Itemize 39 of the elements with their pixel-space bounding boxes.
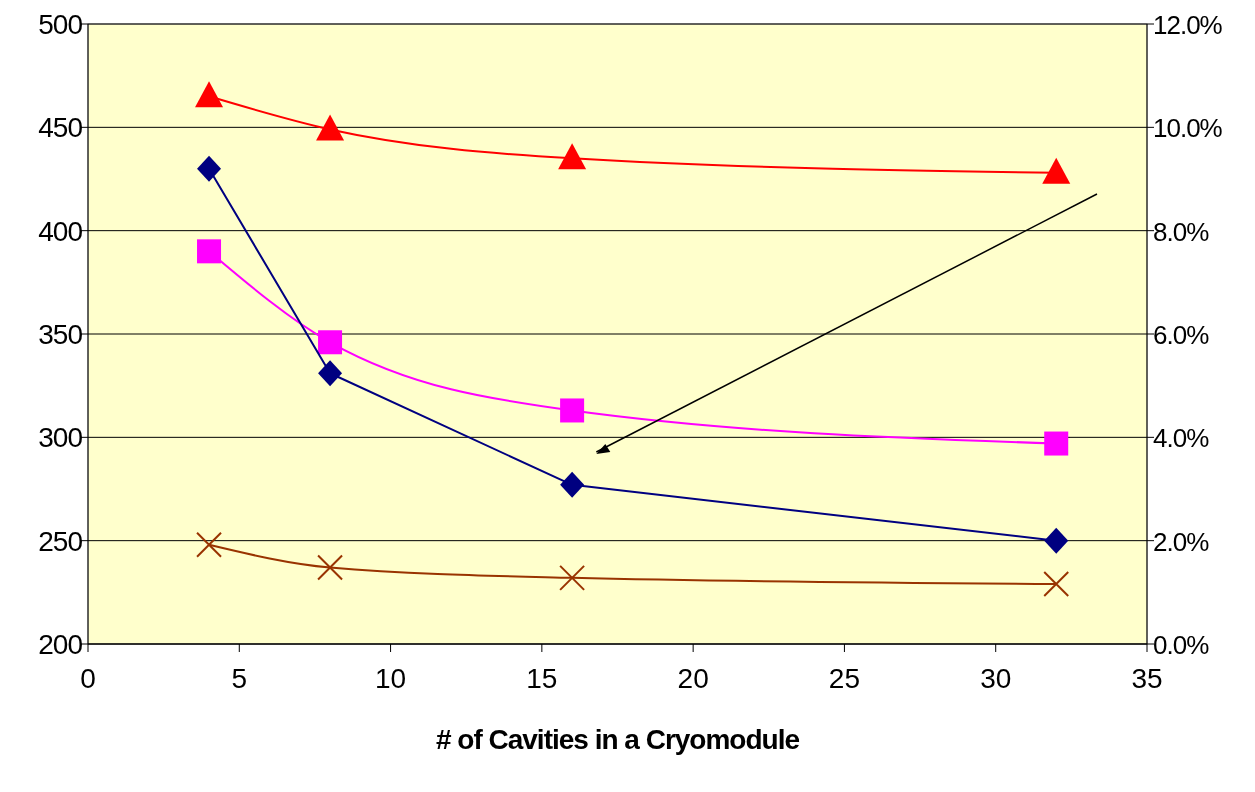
point: [1044, 527, 1069, 554]
point: [197, 155, 222, 182]
point: [317, 554, 344, 581]
point: [560, 471, 585, 498]
y2-tick-label: 4.0%: [1153, 423, 1210, 454]
x-tick-label: 35: [1131, 663, 1163, 694]
y-tick-label: 300: [38, 422, 83, 454]
x-tick-label: 15: [526, 663, 558, 694]
point: [1044, 431, 1069, 456]
point: [195, 81, 224, 108]
point: [559, 564, 586, 591]
y-tick-label: 250: [38, 525, 83, 557]
y2-tick-label: 12.0%: [1153, 10, 1223, 40]
point: [560, 398, 585, 423]
x-tick-label: 30: [980, 663, 1012, 694]
y2-tick-label: 10.0%: [1153, 113, 1223, 144]
point: [318, 330, 343, 355]
y2-tick-label: 8.0%: [1153, 216, 1210, 247]
y2-tick-label: 6.0%: [1153, 320, 1210, 350]
y-tick-label: 500: [38, 9, 83, 40]
point: [196, 531, 223, 558]
x-tick-label: 10: [374, 663, 407, 694]
y-tick-label: 450: [38, 112, 83, 144]
x-axis-title: # of Cavities in a Cryomodule: [435, 724, 800, 755]
point: [316, 114, 345, 141]
y-tick-label: 350: [38, 319, 83, 350]
y2-tick-label: 0.0%: [1153, 630, 1210, 660]
y-tick-label: 200: [38, 629, 83, 660]
point: [1043, 571, 1070, 598]
y-tick-label: 400: [38, 215, 83, 247]
y2-tick-label: 2.0%: [1153, 526, 1210, 557]
x-tick-label: 5: [231, 663, 248, 694]
point: [558, 143, 587, 170]
x-tick-label: 20: [677, 663, 709, 694]
point: [318, 360, 343, 387]
x-tick-label: 0: [80, 663, 96, 694]
x-tick-label: 25: [828, 663, 861, 694]
point: [197, 239, 222, 264]
point: [1042, 157, 1071, 184]
